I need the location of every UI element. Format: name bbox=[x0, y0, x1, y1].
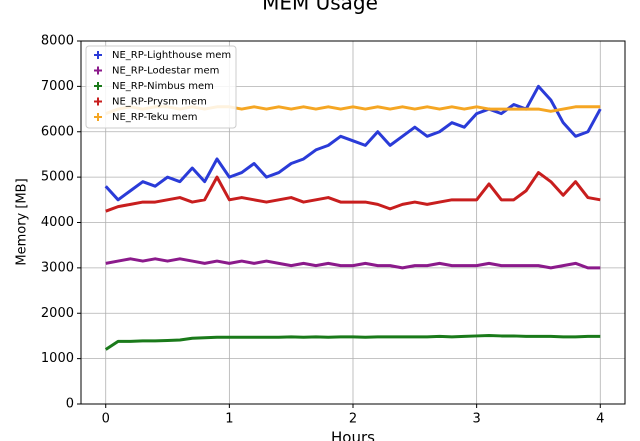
chart-title: MEM Usage bbox=[262, 0, 378, 15]
x-tick-label: 4 bbox=[596, 412, 604, 427]
legend-box bbox=[85, 45, 237, 129]
legend-label: NE_RP-Lighthouse mem bbox=[112, 50, 231, 61]
legend-label: NE_RP-Prysm mem bbox=[112, 97, 207, 108]
y-tick-label: 5000 bbox=[41, 170, 74, 185]
legend-label: NE_RP-Teku mem bbox=[112, 112, 197, 123]
y-tick-label: 8000 bbox=[41, 34, 74, 49]
y-tick-label: 2000 bbox=[41, 306, 74, 321]
x-tick-label: 0 bbox=[102, 412, 110, 427]
y-tick-label: 4000 bbox=[41, 215, 74, 230]
y-tick-label: 3000 bbox=[41, 260, 74, 275]
series-line bbox=[105, 171, 601, 213]
plot-frame bbox=[80, 40, 626, 405]
legend-label: NE_RP-Nimbus mem bbox=[112, 81, 214, 92]
y-tick-label: 1000 bbox=[41, 351, 74, 366]
series-line bbox=[105, 257, 601, 270]
y-tick-label: 7000 bbox=[41, 79, 74, 94]
y-tick-label: 0 bbox=[66, 397, 74, 412]
x-tick-label: 2 bbox=[349, 412, 357, 427]
series-line bbox=[104, 84, 602, 202]
x-axis-label: Hours bbox=[331, 429, 375, 441]
y-tick-label: 6000 bbox=[41, 124, 74, 139]
series-line bbox=[104, 333, 601, 351]
y-axis-label: Memory [MB] bbox=[15, 178, 30, 265]
legend-label: NE_RP-Lodestar mem bbox=[112, 66, 219, 77]
x-tick-label: 1 bbox=[225, 412, 233, 427]
x-tick-label: 3 bbox=[472, 412, 480, 427]
